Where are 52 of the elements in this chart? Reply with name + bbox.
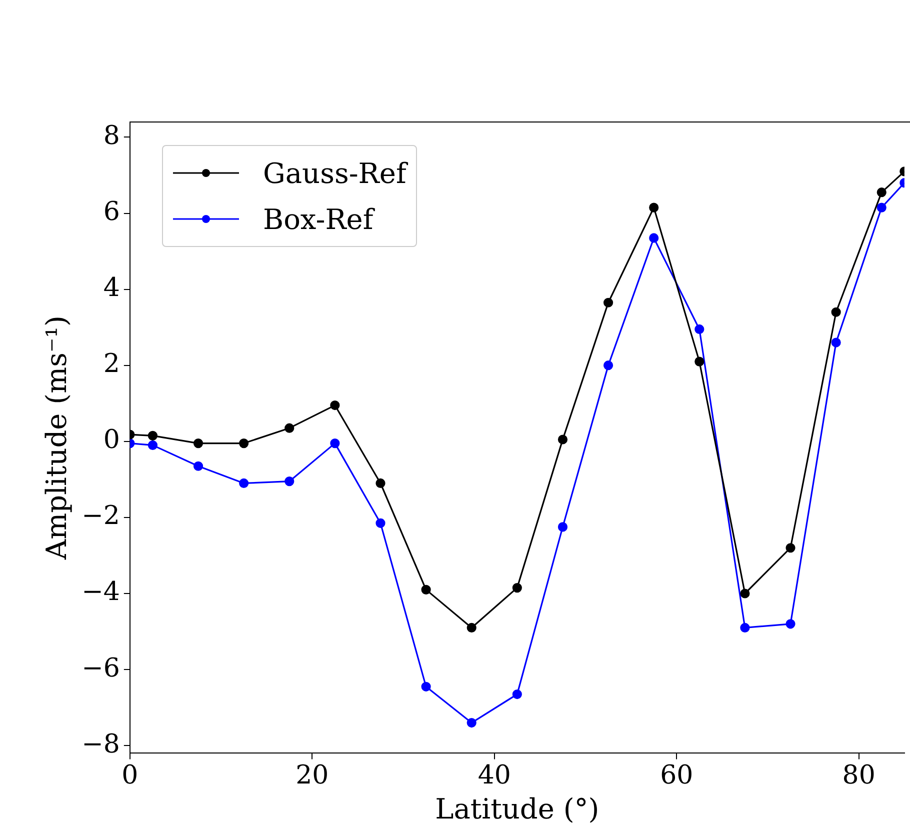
- point: [649, 202, 659, 212]
- y-axis-title: Amplitude (ms⁻¹): [40, 316, 74, 561]
- y-tick-label: 8: [103, 120, 120, 151]
- x-tick-label: 0: [122, 760, 138, 791]
- legend-label: Gauss-Ref: [263, 156, 406, 190]
- point: [512, 582, 522, 593]
- y-tick-label: −8: [82, 729, 120, 760]
- point: [603, 298, 614, 308]
- point: [239, 438, 249, 448]
- x-tick-label: 20: [296, 760, 329, 791]
- point: [831, 338, 841, 348]
- point: [421, 584, 431, 594]
- point: [148, 440, 158, 450]
- point: [786, 543, 796, 553]
- point: [786, 619, 796, 629]
- point: [740, 622, 750, 633]
- point: [694, 356, 704, 366]
- point: [649, 233, 659, 243]
- point: [558, 522, 568, 532]
- point: [466, 718, 476, 728]
- point: [330, 438, 340, 448]
- point: [876, 202, 886, 212]
- y-tick-label: −4: [82, 577, 120, 608]
- point: [284, 423, 294, 433]
- point: [239, 478, 249, 488]
- point: [284, 476, 294, 486]
- point: [740, 588, 750, 598]
- y-tick-label: 0: [103, 425, 120, 456]
- point: [831, 307, 841, 317]
- point: [193, 461, 204, 471]
- x-tick-label: 80: [842, 760, 876, 791]
- point: [512, 689, 522, 700]
- y-tick-label: 4: [103, 273, 120, 304]
- point: [694, 324, 704, 334]
- point: [466, 622, 476, 633]
- point: [330, 400, 340, 410]
- y-tick-label: 2: [103, 349, 120, 380]
- y-tick-label: 6: [103, 197, 120, 228]
- point: [421, 682, 431, 692]
- y-tick-label: −2: [82, 501, 120, 532]
- point: [376, 518, 386, 528]
- point: [876, 188, 886, 198]
- x-axis-title: Latitude (°): [435, 792, 600, 826]
- point: [193, 438, 204, 448]
- legend-label: Box-Ref: [263, 202, 374, 236]
- point: [603, 360, 614, 370]
- x-tick-label: 40: [478, 760, 511, 791]
- x-tick-label: 60: [660, 760, 694, 791]
- y-tick-label: −6: [82, 653, 120, 684]
- point: [376, 478, 386, 488]
- point: [148, 430, 158, 440]
- point: [558, 434, 568, 444]
